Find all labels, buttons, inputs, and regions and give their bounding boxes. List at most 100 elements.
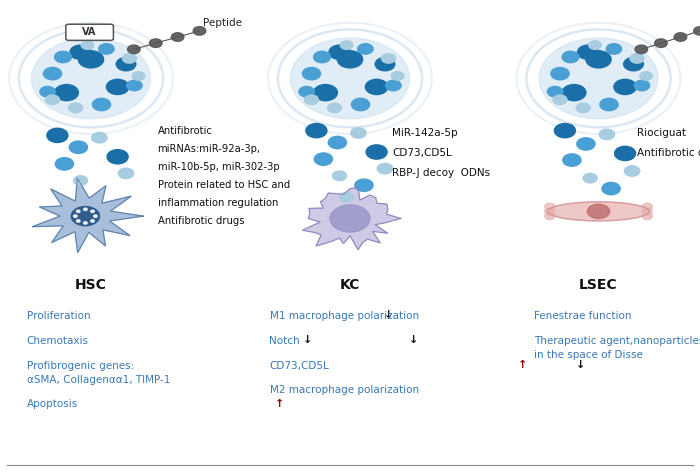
Circle shape [116,57,136,71]
Text: CD73,CD5L: CD73,CD5L [392,148,452,158]
Circle shape [351,98,370,111]
Circle shape [642,208,652,215]
Text: HSC: HSC [75,278,107,292]
Circle shape [118,168,134,179]
Text: ↓: ↓ [575,360,584,370]
Circle shape [355,179,373,191]
Circle shape [328,136,346,149]
Circle shape [314,51,330,63]
Circle shape [46,95,60,104]
Circle shape [642,203,652,210]
Polygon shape [302,188,401,250]
Circle shape [71,207,99,226]
Circle shape [586,51,611,68]
Circle shape [562,85,586,101]
Circle shape [106,79,129,95]
Circle shape [83,208,88,210]
Circle shape [630,54,644,63]
Circle shape [694,27,700,35]
Text: RBP-J decoy  ODNs: RBP-J decoy ODNs [392,168,490,178]
Text: ↓: ↓ [384,310,393,320]
Text: M1 macrophage polarization: M1 macrophage polarization [270,311,419,321]
Ellipse shape [587,204,610,218]
Circle shape [69,103,83,113]
Circle shape [76,220,80,222]
Circle shape [132,72,145,80]
Circle shape [329,45,350,59]
Text: Protein related to HSC and: Protein related to HSC and [158,180,290,190]
Text: Profibrogenic genes:: Profibrogenic genes: [27,361,134,370]
Text: Chemotaxis: Chemotaxis [27,336,89,346]
Circle shape [624,166,640,176]
Circle shape [545,208,555,215]
Text: ↓: ↓ [302,335,312,345]
Circle shape [47,128,68,142]
Text: KC: KC [340,278,360,292]
Circle shape [91,210,94,212]
Text: miRNAs:miR-92a-3p,: miRNAs:miR-92a-3p, [158,144,260,154]
Circle shape [562,51,579,63]
Circle shape [391,72,404,80]
Text: Proliferation: Proliferation [27,311,90,321]
Text: Riociguat: Riociguat [637,128,686,138]
Text: Apoptosis: Apoptosis [27,399,78,409]
Circle shape [576,103,590,113]
Circle shape [545,213,555,219]
Circle shape [634,80,650,91]
Circle shape [149,39,162,48]
Text: M2 macrophage polarization: M2 macrophage polarization [270,385,419,395]
Text: miR-10b-5p, miR-302-3p: miR-10b-5p, miR-302-3p [158,162,279,172]
Circle shape [386,80,401,91]
Circle shape [69,141,88,153]
Text: inflammation regulation: inflammation regulation [158,198,278,208]
Circle shape [640,72,652,80]
Circle shape [642,213,652,219]
Circle shape [382,54,395,63]
Circle shape [340,41,353,49]
Circle shape [635,45,648,54]
Circle shape [547,86,563,97]
Text: VA: VA [83,27,97,38]
Text: Notch: Notch [270,336,300,346]
Circle shape [55,85,78,101]
FancyBboxPatch shape [66,24,113,40]
Text: Antifibrotic drugs: Antifibrotic drugs [637,148,700,158]
Circle shape [43,67,62,80]
Circle shape [70,45,91,59]
Circle shape [32,38,150,119]
Circle shape [314,85,337,101]
Text: Antifibrotic: Antifibrotic [158,126,212,136]
Circle shape [351,128,366,138]
Circle shape [127,80,142,91]
Circle shape [600,98,618,111]
Circle shape [328,103,342,113]
Circle shape [614,79,636,95]
Circle shape [539,38,658,119]
Text: ↑: ↑ [275,399,284,408]
Text: αSMA, Collagenαα1, TIMP-1: αSMA, Collagenαα1, TIMP-1 [27,375,170,385]
Circle shape [76,210,80,212]
Polygon shape [32,178,144,253]
Text: LSEC: LSEC [579,278,618,292]
Circle shape [304,95,318,104]
Circle shape [91,220,94,222]
Circle shape [615,146,636,161]
Text: ↓: ↓ [409,335,418,345]
Circle shape [578,45,598,59]
Circle shape [358,44,373,54]
Circle shape [366,145,387,159]
Text: Fenestrae function: Fenestrae function [534,311,631,321]
Circle shape [290,38,410,119]
Circle shape [302,67,321,80]
Circle shape [81,41,94,49]
Circle shape [624,57,643,71]
Circle shape [589,41,601,49]
Circle shape [83,222,88,224]
Circle shape [551,67,569,80]
Text: CD73,CD5L: CD73,CD5L [270,361,329,370]
Circle shape [306,124,327,138]
Circle shape [553,95,567,104]
Circle shape [314,153,332,165]
Circle shape [193,27,206,35]
Text: Antifibrotic drugs: Antifibrotic drugs [158,216,244,226]
